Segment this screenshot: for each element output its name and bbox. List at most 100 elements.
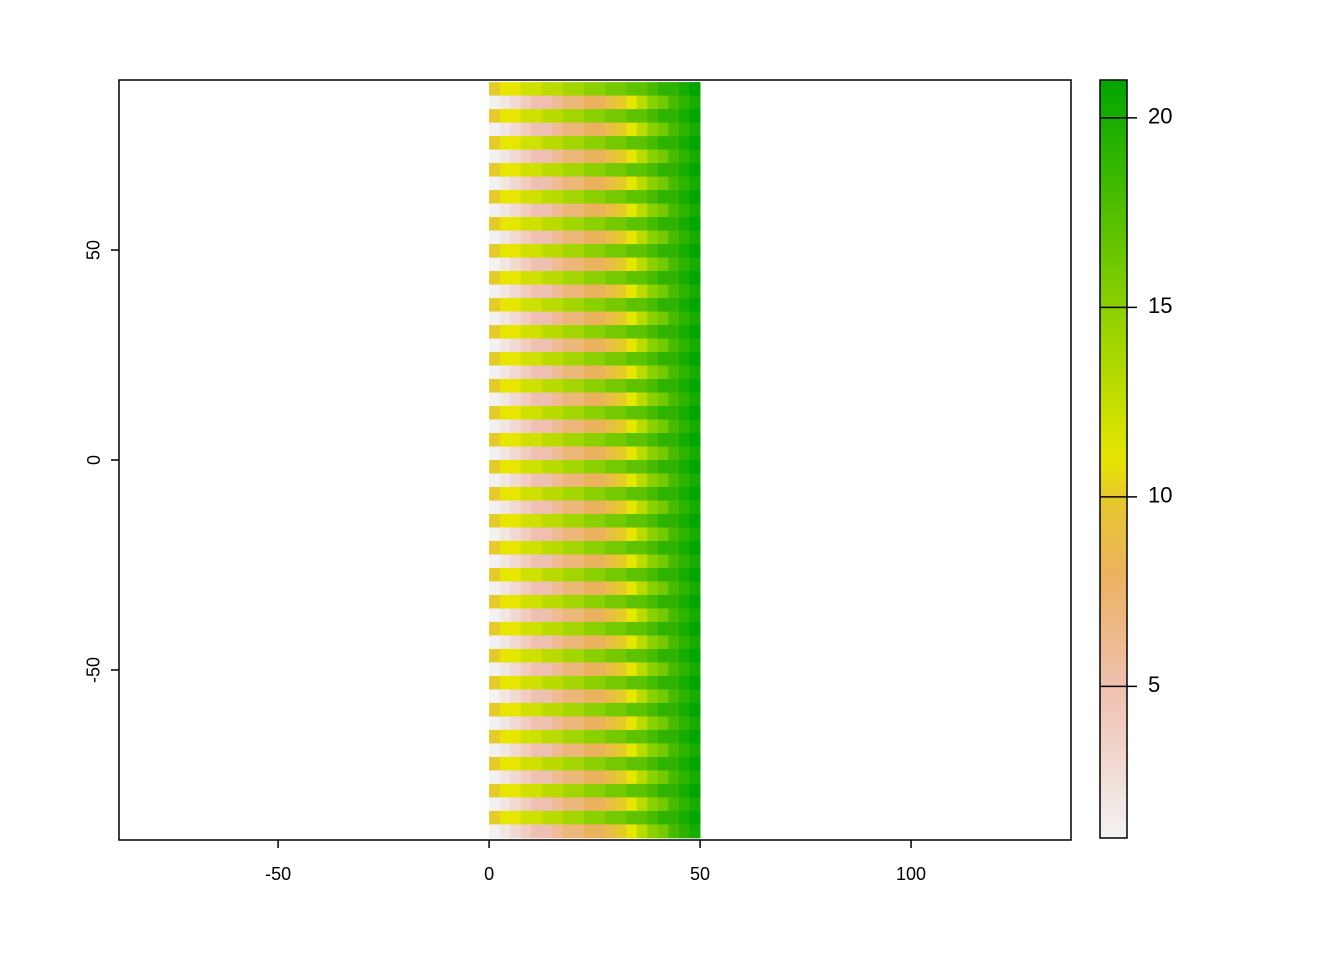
- raster-cell: [552, 540, 564, 555]
- raster-cell: [520, 743, 532, 758]
- raster-cell: [552, 230, 564, 245]
- raster-cell: [678, 810, 690, 825]
- raster-cell: [531, 729, 543, 744]
- raster-cell: [573, 662, 585, 677]
- raster-cell: [552, 446, 564, 461]
- raster-cell: [573, 527, 585, 542]
- raster-cell: [510, 756, 522, 771]
- raster-cell: [615, 230, 627, 245]
- raster-cell: [647, 743, 659, 758]
- raster-cell: [605, 338, 617, 353]
- raster-cell: [657, 244, 669, 258]
- raster-cell: [573, 500, 585, 515]
- raster-cell: [657, 122, 669, 137]
- raster-cell: [689, 770, 701, 785]
- raster-cell: [552, 648, 564, 663]
- raster-cell: [499, 473, 511, 488]
- raster-cell: [541, 136, 553, 150]
- raster-cell: [668, 352, 680, 366]
- raster-cell: [689, 325, 701, 339]
- raster-cell: [657, 82, 669, 96]
- raster-cell: [678, 257, 690, 272]
- raster-cell: [562, 433, 574, 447]
- raster-cell: [647, 325, 659, 339]
- raster-cell: [499, 176, 511, 191]
- raster-cell: [562, 486, 574, 501]
- raster-cell: [678, 662, 690, 677]
- raster-cell: [552, 217, 564, 231]
- raster-cell: [626, 95, 638, 110]
- raster-cell: [531, 176, 543, 191]
- raster-cell: [489, 716, 501, 731]
- raster-cell: [584, 149, 595, 164]
- raster-cell: [541, 203, 553, 218]
- raster-cell: [605, 257, 617, 272]
- raster-cell: [636, 82, 648, 96]
- raster-cell: [689, 662, 701, 677]
- raster-cell: [647, 500, 659, 515]
- raster-cell: [520, 244, 532, 258]
- raster-cell: [531, 540, 543, 555]
- x-tick-label: -50: [265, 864, 291, 884]
- raster-cell: [668, 190, 680, 204]
- raster-cell: [499, 554, 511, 569]
- raster-cell: [562, 365, 574, 380]
- raster-cell: [668, 554, 680, 569]
- raster-cell: [615, 567, 627, 582]
- raster-cell: [573, 716, 585, 731]
- raster-cell: [499, 230, 511, 245]
- raster-cell: [689, 149, 701, 164]
- raster-cell: [573, 365, 585, 380]
- raster-cell: [689, 716, 701, 731]
- raster-cell: [541, 298, 553, 312]
- raster-cell: [615, 756, 627, 771]
- raster-cell: [541, 500, 553, 515]
- raster-cell: [647, 783, 659, 798]
- raster-cell: [531, 594, 543, 609]
- raster-cell: [489, 540, 501, 555]
- raster-cell: [531, 109, 543, 123]
- raster-cell: [594, 743, 606, 758]
- raster-cell: [657, 770, 669, 785]
- raster-cell: [615, 365, 627, 380]
- raster-cell: [499, 163, 511, 177]
- raster-cell: [541, 284, 553, 299]
- raster-cell: [541, 271, 553, 285]
- raster-cell: [615, 325, 627, 339]
- raster-cell: [678, 149, 690, 164]
- raster-cell: [668, 810, 680, 825]
- raster-cell: [520, 689, 532, 704]
- raster-cell: [689, 460, 701, 474]
- raster-cell: [510, 567, 522, 582]
- raster-cell: [636, 783, 648, 798]
- raster-cell: [615, 460, 627, 474]
- raster-cell: [636, 662, 648, 677]
- raster-cell: [626, 271, 638, 285]
- raster-cell: [552, 513, 564, 528]
- raster-cell: [678, 352, 690, 366]
- raster-cell: [689, 338, 701, 353]
- raster-cell: [573, 729, 585, 744]
- raster-cell: [584, 338, 595, 353]
- raster-cell: [489, 783, 501, 798]
- x-tick-label: 0: [484, 864, 494, 884]
- raster-cell: [668, 149, 680, 164]
- raster-cell: [552, 311, 564, 326]
- raster-cell: [657, 554, 669, 569]
- raster-cell: [647, 689, 659, 704]
- raster-cell: [531, 446, 543, 461]
- raster-cell: [668, 136, 680, 150]
- raster-cell: [689, 109, 701, 123]
- raster-cell: [605, 419, 617, 434]
- raster-cell: [647, 244, 659, 258]
- raster-cell: [584, 433, 595, 447]
- raster-cell: [552, 82, 564, 96]
- raster-cell: [647, 716, 659, 731]
- raster-cell: [636, 513, 648, 528]
- raster-cell: [657, 406, 669, 420]
- raster-cell: [678, 379, 690, 393]
- raster-cell: [678, 824, 690, 839]
- raster-cell: [584, 797, 595, 812]
- raster-cell: [562, 392, 574, 407]
- raster-cell: [573, 122, 585, 137]
